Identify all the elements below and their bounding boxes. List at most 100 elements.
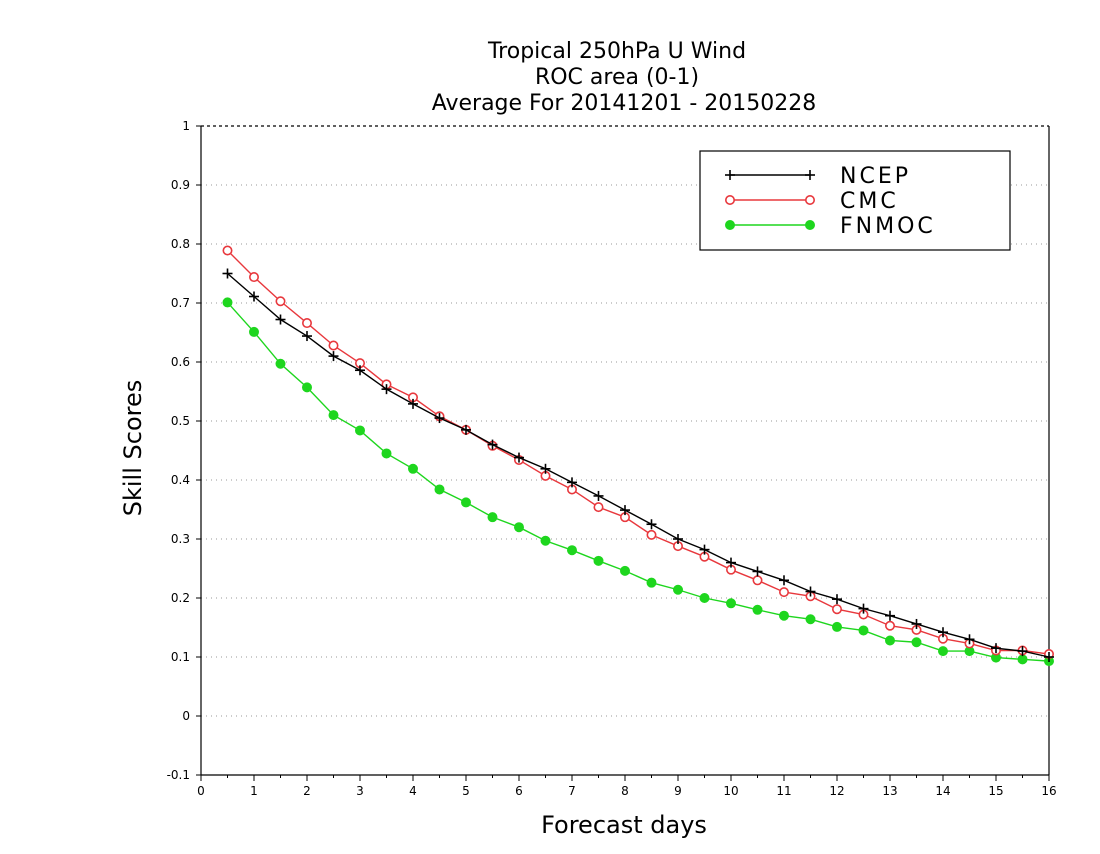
data-point-ncep bbox=[991, 643, 1001, 654]
data-point-cmc bbox=[831, 604, 842, 615]
y-tick-label: 0.9 bbox=[171, 178, 190, 192]
y-tick-label: -0.1 bbox=[167, 768, 190, 782]
data-point-fnmoc bbox=[726, 598, 736, 609]
data-point-ncep bbox=[567, 477, 577, 488]
x-tick-label: 4 bbox=[409, 784, 417, 798]
data-point-fnmoc bbox=[593, 555, 604, 566]
x-tick-label: 9 bbox=[674, 784, 682, 798]
data-series bbox=[222, 245, 1055, 667]
data-point-ncep bbox=[593, 490, 604, 501]
data-point-cmc bbox=[328, 340, 339, 351]
data-point-ncep bbox=[461, 424, 471, 435]
y-axis-label: Skill Scores bbox=[119, 380, 147, 517]
x-tick-label: 7 bbox=[568, 784, 576, 798]
chart-title: Tropical 250hPa U Wind ROC area (0-1) Av… bbox=[432, 39, 817, 116]
title-line-1: Tropical 250hPa U Wind bbox=[487, 39, 746, 64]
y-tick-label: 0.4 bbox=[171, 473, 190, 487]
series-line-ncep bbox=[227, 272, 1050, 658]
data-point-ncep bbox=[938, 627, 948, 638]
x-tick-label: 6 bbox=[515, 784, 523, 798]
data-point-fnmoc bbox=[779, 610, 789, 621]
x-tick-label: 16 bbox=[1041, 784, 1056, 798]
x-tick-label: 14 bbox=[935, 784, 950, 798]
data-point-ncep bbox=[540, 463, 551, 474]
x-tick-label: 1 bbox=[250, 784, 258, 798]
data-point-fnmoc bbox=[302, 382, 312, 393]
data-point-fnmoc bbox=[646, 577, 657, 588]
y-tick-label: 0.8 bbox=[171, 237, 190, 251]
y-tick-label: 0.7 bbox=[171, 296, 190, 310]
series-line-cmc bbox=[227, 249, 1050, 655]
data-point-fnmoc bbox=[222, 297, 233, 308]
data-point-fnmoc bbox=[752, 604, 763, 615]
y-tick-label: 1 bbox=[182, 119, 190, 133]
data-point-cmc bbox=[884, 620, 895, 631]
data-point-ncep bbox=[328, 351, 339, 362]
data-point-ncep bbox=[779, 575, 789, 586]
data-point-fnmoc bbox=[328, 410, 339, 421]
data-point-ncep bbox=[487, 439, 498, 450]
x-tick-label: 10 bbox=[723, 784, 738, 798]
legend-label-ncep: NCEP bbox=[840, 164, 911, 189]
x-tick-label: 12 bbox=[829, 784, 844, 798]
data-point-ncep bbox=[381, 384, 392, 395]
gridlines bbox=[201, 184, 1049, 717]
x-tick-label: 13 bbox=[882, 784, 897, 798]
legend-marker-end-ncep bbox=[805, 170, 815, 180]
data-point-cmc bbox=[222, 245, 233, 256]
y-tick-label: 0.5 bbox=[171, 414, 190, 428]
x-axis-label: Forecast days bbox=[541, 811, 707, 839]
data-point-cmc bbox=[646, 529, 657, 540]
data-point-ncep bbox=[302, 331, 312, 342]
x-tick-label: 8 bbox=[621, 784, 629, 798]
data-point-ncep bbox=[620, 505, 630, 516]
data-point-fnmoc bbox=[567, 545, 577, 556]
data-point-fnmoc bbox=[249, 326, 259, 337]
x-tick-label: 15 bbox=[988, 784, 1003, 798]
data-point-cmc bbox=[593, 502, 604, 513]
title-line-3: Average For 20141201 - 20150228 bbox=[432, 91, 817, 116]
data-point-ncep bbox=[355, 365, 365, 376]
data-point-fnmoc bbox=[699, 593, 710, 603]
data-point-fnmoc bbox=[514, 522, 524, 533]
legend-item-ncep: NCEP bbox=[725, 164, 911, 189]
data-point-fnmoc bbox=[275, 358, 286, 369]
series-cmc bbox=[222, 245, 1055, 660]
data-point-fnmoc bbox=[885, 635, 895, 646]
data-point-ncep bbox=[832, 594, 842, 605]
data-point-fnmoc bbox=[673, 584, 683, 595]
x-tick-label: 2 bbox=[303, 784, 311, 798]
data-point-cmc bbox=[778, 587, 789, 598]
data-point-fnmoc bbox=[355, 425, 365, 436]
data-point-fnmoc bbox=[1017, 654, 1028, 665]
data-point-fnmoc bbox=[620, 565, 630, 576]
data-point-ncep bbox=[275, 314, 286, 325]
legend-item-cmc: CMC bbox=[724, 189, 896, 214]
series-fnmoc bbox=[222, 297, 1054, 667]
title-line-2: ROC area (0-1) bbox=[535, 65, 699, 90]
x-tick-label: 11 bbox=[776, 784, 791, 798]
data-point-fnmoc bbox=[487, 512, 498, 523]
data-point-ncep bbox=[514, 452, 524, 463]
data-point-fnmoc bbox=[911, 637, 922, 648]
x-tick-label: 3 bbox=[356, 784, 364, 798]
y-tick-label: 0.3 bbox=[171, 532, 190, 546]
data-point-ncep bbox=[964, 634, 975, 645]
data-point-fnmoc bbox=[434, 484, 445, 495]
axes bbox=[196, 125, 1050, 781]
data-point-fnmoc bbox=[408, 463, 418, 474]
y-tick-label: 0 bbox=[182, 709, 190, 723]
data-point-ncep bbox=[673, 534, 683, 544]
y-tick-label: 0.1 bbox=[171, 650, 190, 664]
data-point-ncep bbox=[885, 610, 895, 621]
legend-marker-end-fnmoc bbox=[805, 220, 815, 230]
data-point-fnmoc bbox=[461, 497, 471, 508]
legend-marker-start-cmc bbox=[724, 195, 735, 206]
series-ncep bbox=[222, 268, 1054, 662]
data-point-ncep bbox=[726, 557, 736, 568]
data-point-cmc bbox=[249, 272, 260, 283]
data-point-ncep bbox=[805, 586, 816, 597]
data-point-ncep bbox=[408, 398, 418, 409]
x-tick-label: 5 bbox=[462, 784, 470, 798]
